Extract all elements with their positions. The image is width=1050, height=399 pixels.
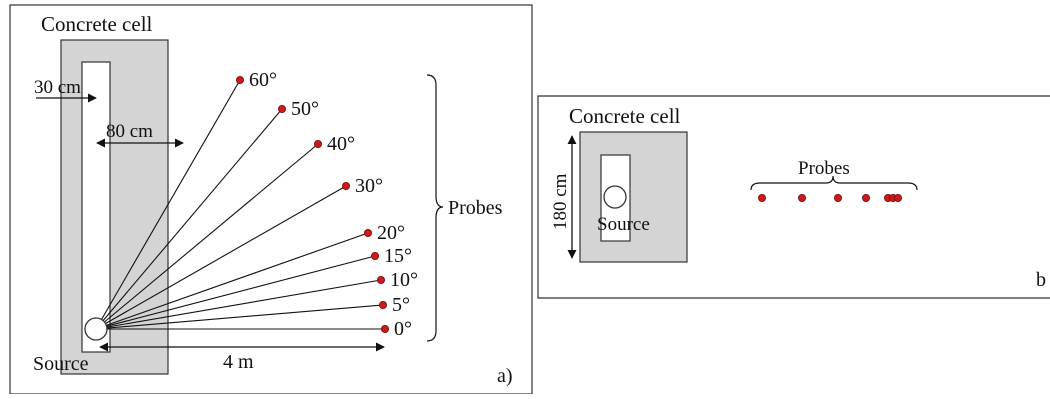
panel-a-probe-angle-label: 40° — [327, 133, 355, 155]
panel-a-probe-angle-label: 30° — [355, 175, 383, 197]
panel-b-label: b — [1036, 269, 1046, 291]
panel-a-probe — [313, 139, 322, 148]
panel-a-probe — [376, 275, 385, 284]
panel-b-probes-label: Probes — [798, 158, 850, 179]
panel-a-distance-label: 4 m — [223, 351, 254, 373]
panel-a-probe-angle-label: 5° — [392, 294, 410, 316]
panel-b: Concrete cell Source 180 cm Probes b — [537, 95, 1050, 299]
panel-b-frame — [537, 95, 1050, 299]
panel-a-probe — [363, 228, 372, 237]
panel-b-probes — [758, 193, 903, 202]
panel-a-cell-cavity — [81, 61, 111, 353]
panel-b-probes-brace — [750, 175, 918, 191]
panel-a-wall-label: 30 cm — [34, 77, 81, 98]
panel-a-probe — [380, 324, 389, 333]
panel-a: Concrete cell 30 cm 80 cm 0°5° 10°15°20° 3… — [9, 4, 533, 395]
panel-b-probe — [758, 193, 767, 202]
panel-b-probe — [834, 193, 843, 202]
panel-a-probe-angle-label: 50° — [291, 98, 319, 120]
panel-a-probe-angle-label: 15° — [384, 245, 412, 267]
panel-b-concrete-cell — [579, 131, 688, 263]
panel-a-ray — [95, 232, 369, 330]
panel-a-probe-angle-label: 0° — [394, 318, 412, 340]
panel-a-source — [84, 317, 108, 341]
panel-a-source-label: Source — [33, 353, 89, 375]
panel-a-probe — [341, 181, 350, 190]
panel-b-height-label: 180 cm — [550, 173, 571, 230]
panel-b-probe — [894, 193, 903, 202]
panel-b-probe — [798, 193, 807, 202]
panel-a-ray — [95, 304, 384, 330]
panel-a-probe-angle-label: 10° — [390, 269, 418, 291]
panel-a-probes-brace — [426, 74, 444, 342]
panel-a-ray — [95, 185, 347, 330]
panel-b-source — [603, 185, 627, 209]
panel-a-ray — [95, 79, 241, 330]
panel-a-probes-label: Probes — [448, 197, 503, 219]
panel-a-probe-rays: 0°5° 10°15°20° 30°40° 50° 60° — [95, 69, 418, 340]
panel-a-label: a) — [497, 365, 513, 387]
panel-b-cell-label: Concrete cell — [569, 104, 681, 128]
panel-a-ray — [95, 108, 283, 330]
panel-a-ray — [95, 279, 382, 330]
panel-b-probe — [862, 193, 871, 202]
panel-a-ray — [95, 143, 319, 330]
panel-a-probe-angle-label: 20° — [377, 222, 405, 244]
panel-b-source-label: Source — [597, 214, 650, 235]
panel-a-probe — [277, 105, 286, 114]
panel-a-cell-label: Concrete cell — [41, 12, 153, 36]
panel-a-probe — [235, 76, 244, 85]
panel-a-probe — [370, 251, 379, 260]
panel-a-probe-angle-label: 60° — [249, 69, 277, 91]
panel-a-inner-label: 80 cm — [106, 121, 153, 142]
panel-a-probe — [378, 300, 387, 309]
panel-a-ray — [95, 255, 376, 330]
